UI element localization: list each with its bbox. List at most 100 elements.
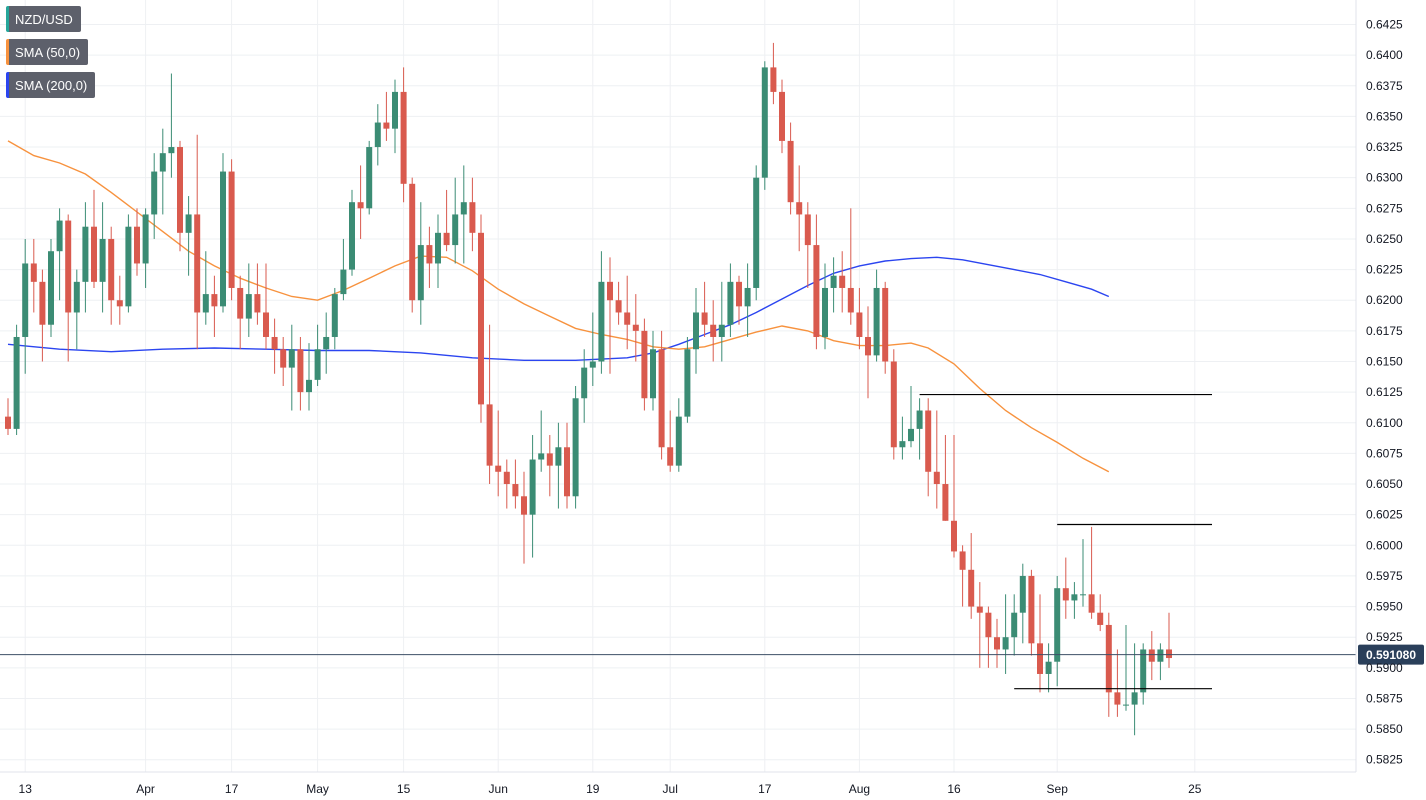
candle-body [486,404,493,466]
candle-down [546,435,553,497]
candle-body [400,91,407,184]
candle-up [314,324,321,386]
candle-down [564,422,570,509]
candle-down [263,263,269,350]
candle-up [185,196,192,276]
candle-body [159,153,166,172]
candle-up [220,153,226,313]
candle-down [1088,526,1095,619]
candle-up [684,336,691,423]
candle-down [357,165,364,239]
y-tick-label: 0.5850 [1366,722,1403,736]
y-tick-label: 0.5875 [1366,691,1403,705]
candle-up [1080,539,1086,607]
y-tick-label: 0.6250 [1366,232,1403,246]
grid-layer [0,0,1356,772]
candle-body [1088,594,1095,613]
x-tick-label: Jul [663,782,678,796]
candle-down [1148,631,1155,681]
candle-up [13,324,20,436]
candle-body [56,220,63,252]
candle-up [1123,624,1129,711]
legend-item-sma50[interactable]: SMA (50,0) [6,39,89,65]
candle-body [1062,588,1069,601]
candle-up [555,422,562,509]
candle-down [134,208,140,276]
candle-body [125,226,132,307]
candle-up [1045,643,1052,693]
candle-up [727,263,734,337]
y-tick-label: 0.5900 [1366,661,1403,675]
candle-up [718,281,725,362]
candle-body [288,349,295,368]
candle-body [426,245,433,264]
candle-body [5,416,11,429]
candle-down [271,318,278,374]
candle-body [168,147,175,154]
candle-down [994,618,1000,668]
candle-down [890,349,897,460]
candle-up [693,287,699,374]
candle-body [736,281,742,307]
candle-down [787,122,794,215]
legend-item-sma200[interactable]: SMA (200,0) [6,72,96,98]
candle-down [478,214,484,423]
candle-body [1105,624,1112,693]
candle-up [761,61,768,190]
candle-body [392,91,398,129]
candle-body [99,238,106,282]
candle-body [822,287,828,337]
candle-down [228,159,235,301]
candle-body [13,336,20,429]
candle-up [598,251,605,374]
candle-down [211,275,218,337]
candle-body [443,232,450,246]
candle-down [624,275,631,350]
candle-down [1114,649,1121,717]
candle-body [349,202,355,270]
candle-body [813,245,820,337]
candle-body [650,349,656,399]
candle-body [916,410,923,429]
candle-up [675,398,682,472]
x-tick-label: Aug [849,782,870,796]
candle-body [245,294,252,319]
candle-body [202,294,209,313]
candle-down [1062,557,1069,619]
candle-up [1019,563,1026,644]
x-tick-label: 19 [586,782,600,796]
candle-body [331,294,338,337]
candle-body [30,263,37,282]
candle-up [916,398,923,460]
y-tick-label: 0.5925 [1366,630,1403,644]
candle-down [856,287,863,350]
candle-down [426,226,433,288]
y-tick-label: 0.6150 [1366,354,1403,368]
candle-body [564,447,570,497]
candle-body [237,287,244,319]
candle-body [796,202,803,215]
legend-label: SMA (50,0) [15,44,81,60]
y-tick-label: 0.6100 [1366,416,1403,430]
legend-item-symbol[interactable]: NZD/USD [6,6,81,32]
candle-down [400,67,407,203]
candle-body [1002,637,1009,650]
candle-up [830,257,837,313]
candle-body [65,220,72,313]
candle-body [503,471,510,485]
candle-body [357,202,364,209]
candle-up [159,128,166,215]
x-tick-label: Apr [136,782,155,796]
candle-body [82,226,89,282]
candle-down [736,275,742,325]
y-tick-label: 0.6025 [1366,508,1403,522]
candle-down [65,214,72,362]
candle-down [865,306,871,399]
candle-body [1019,575,1026,613]
candle-up [744,263,751,337]
sma50-layer [7,140,1110,473]
candle-body [959,551,966,570]
candle-down [959,545,966,607]
candle-up [99,202,106,313]
